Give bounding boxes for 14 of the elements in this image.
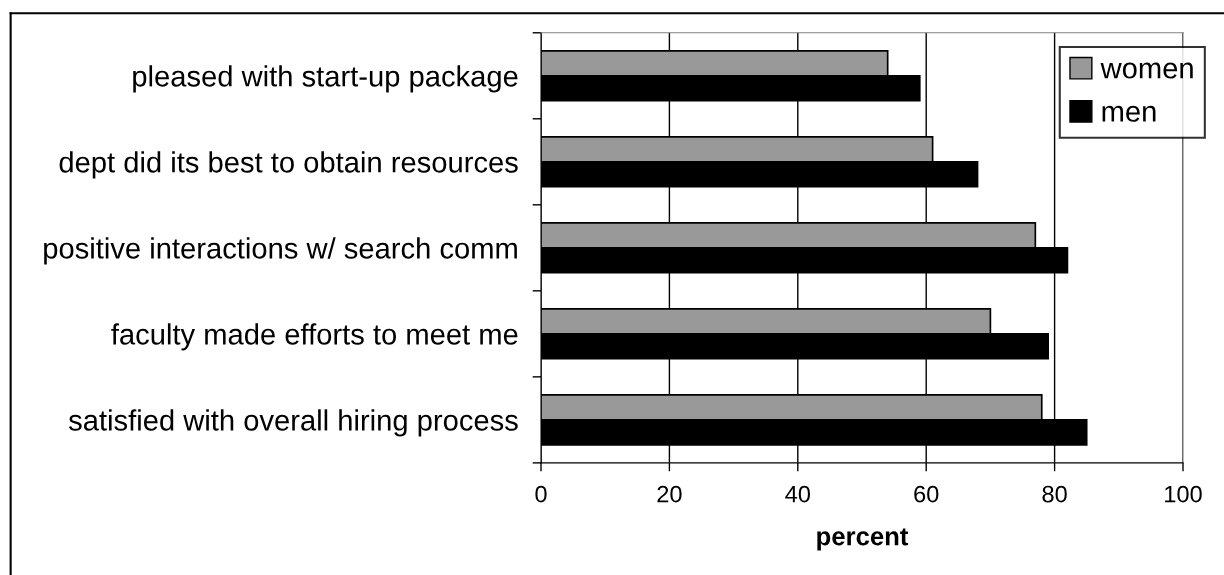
y-tick-label: pleased with start-up package <box>133 65 518 93</box>
x-tick-label: 0 <box>535 485 547 503</box>
legend-label: men <box>1102 105 1156 122</box>
y-tick-label: faculty made efforts to meet me <box>111 323 518 351</box>
legend-label: women <box>1100 62 1193 79</box>
y-tick-label: satisfied with overall hiring process <box>68 409 518 437</box>
x-axis-title: percent <box>817 528 909 551</box>
y-tick-label: positive interactions w/ search comm <box>44 237 517 265</box>
x-tick-label: 20 <box>657 485 682 503</box>
x-tick-label: 60 <box>914 485 939 503</box>
x-tick-label: 40 <box>785 485 811 503</box>
x-tick-label: 80 <box>1042 485 1067 503</box>
y-tick-label: dept did its best to obtain resources <box>59 151 518 179</box>
x-tick-label: 100 <box>1165 485 1202 503</box>
